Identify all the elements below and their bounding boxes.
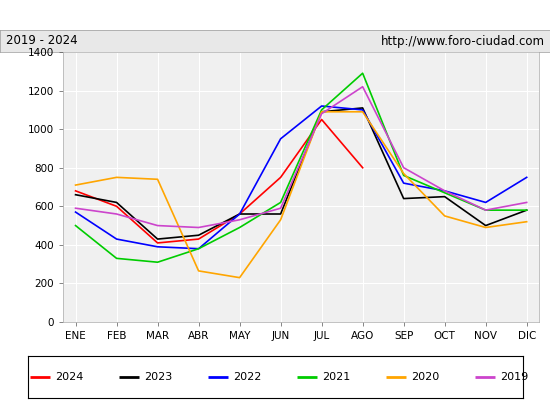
Text: 2019: 2019 xyxy=(500,372,529,382)
Text: 2020: 2020 xyxy=(411,372,439,382)
Text: 2024: 2024 xyxy=(55,372,83,382)
Text: 2023: 2023 xyxy=(144,372,172,382)
Text: 2021: 2021 xyxy=(322,372,350,382)
Text: Evolucion Nº Turistas Nacionales en el municipio de Grijota: Evolucion Nº Turistas Nacionales en el m… xyxy=(49,8,501,22)
Text: http://www.foro-ciudad.com: http://www.foro-ciudad.com xyxy=(381,34,544,48)
Text: 2019 - 2024: 2019 - 2024 xyxy=(6,34,77,48)
Text: 2022: 2022 xyxy=(233,372,261,382)
